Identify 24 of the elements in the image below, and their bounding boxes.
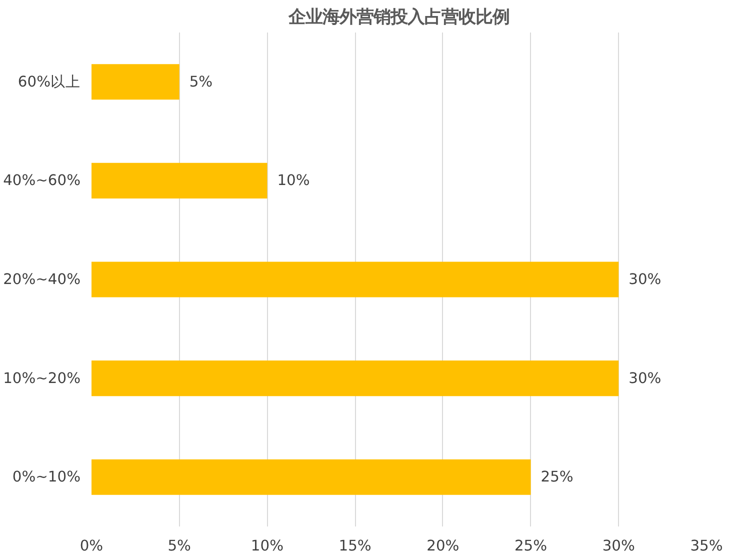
x-tick-label: 0% [80,538,104,554]
bar [92,262,619,298]
bar [92,162,268,198]
x-tick-label: 15% [338,538,372,554]
x-tick-label: 35% [690,538,723,554]
x-tick-label: 25% [514,538,548,554]
x-tick-label: 20% [426,538,460,554]
x-tick-label: 5% [168,538,192,554]
data-label: 25% [540,468,574,486]
data-label: 10% [277,172,310,190]
y-tick-label: 40%~60% [3,172,81,190]
y-tick-label: 10%~20% [3,370,81,387]
x-tick-label: 10% [250,538,284,554]
y-tick-label: 60%以上 [18,73,80,90]
x-tick-label: 30% [602,538,636,554]
data-label: 30% [628,271,662,288]
bar [92,459,531,495]
y-tick-label: 0%~10% [12,468,81,486]
data-label: 30% [628,370,662,387]
chart-title: 企业海外营销投入占营收比例 [288,8,510,28]
data-label: 5% [189,73,213,90]
y-tick-label: 20%~40% [3,271,81,288]
bar [92,360,619,396]
bar [92,64,180,100]
